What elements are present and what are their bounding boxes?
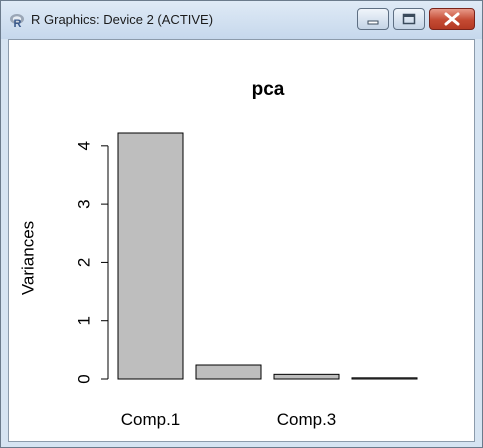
window-title: R Graphics: Device 2 (ACTIVE) [31,12,214,27]
y-tick-label-0: 0 [74,374,93,383]
x-tick-label-comp-3: Comp.3 [277,410,337,429]
bar-comp-1 [117,132,184,380]
close-icon [444,12,460,26]
svg-text:R: R [14,18,22,28]
r-logo-icon: R [10,14,24,28]
minimize-icon [367,20,379,25]
y-tick-label-4: 4 [74,141,93,150]
chart-title: pca [252,79,285,100]
close-button[interactable] [429,8,475,30]
maximize-icon [402,13,416,25]
plot-area: pca 0 1 2 3 4 Variances Comp.1 Comp.3 [8,39,475,442]
y-tick-label-2: 2 [74,258,93,267]
bar-comp-3 [273,373,340,380]
bar-comp-4 [351,377,418,380]
y-tick-label-1: 1 [74,316,93,325]
minimize-button[interactable] [357,8,389,30]
bar-comp-2 [195,364,262,380]
title-bar[interactable]: R R Graphics: Device 2 (ACTIVE) [1,1,482,39]
y-tick-label-3: 3 [74,199,93,208]
y-axis-label: Variances [18,221,37,295]
maximize-button[interactable] [393,8,425,30]
bar-chart: pca 0 1 2 3 4 Variances Comp.1 Comp.3 [18,79,418,429]
x-tick-label-comp-1: Comp.1 [121,410,181,429]
